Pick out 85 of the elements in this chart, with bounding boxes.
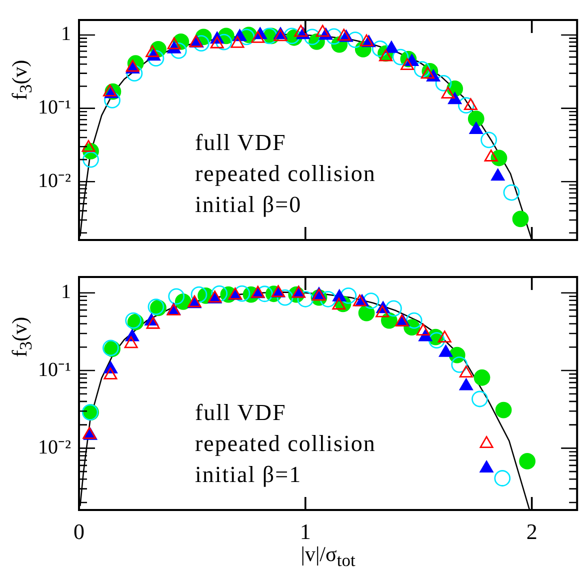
- point: [146, 45, 160, 58]
- point: [193, 35, 210, 52]
- point: [326, 28, 342, 45]
- point: [297, 290, 314, 308]
- point: [458, 97, 474, 114]
- annotation: full VDF: [195, 130, 286, 155]
- point: [503, 184, 520, 201]
- point: [230, 36, 244, 48]
- point: [439, 344, 453, 357]
- point: [472, 390, 488, 408]
- point: [352, 294, 367, 306]
- y-tick-label: 10⁻¹: [38, 358, 71, 381]
- annotation: repeated collision: [195, 431, 376, 456]
- annotation: full VDF: [195, 400, 286, 425]
- point: [104, 368, 118, 380]
- point: [435, 74, 452, 92]
- x-tick-label: 0: [74, 518, 84, 544]
- point: [416, 324, 430, 336]
- point: [441, 86, 455, 99]
- x-tick-label: 2: [526, 518, 538, 544]
- point: [126, 65, 143, 82]
- point: [167, 37, 181, 50]
- point: [428, 332, 445, 348]
- point: [474, 369, 490, 386]
- point: [347, 32, 364, 48]
- annotation: initial β=1: [195, 462, 302, 487]
- point: [211, 285, 228, 302]
- point: [168, 288, 185, 305]
- point: [340, 287, 357, 304]
- point: [376, 305, 390, 318]
- point: [372, 40, 388, 57]
- point: [216, 34, 232, 50]
- point: [148, 50, 164, 67]
- y-tick-label: 1: [61, 281, 71, 304]
- point: [480, 460, 494, 473]
- point: [276, 289, 294, 306]
- point: [210, 36, 224, 48]
- y-tick-label: 10⁻¹: [38, 96, 71, 119]
- annotation: initial β=0: [195, 192, 302, 217]
- point: [251, 30, 265, 43]
- point: [468, 110, 484, 127]
- point: [316, 24, 330, 37]
- point: [438, 330, 452, 342]
- point: [332, 298, 346, 310]
- point: [146, 316, 160, 329]
- point: [494, 470, 511, 486]
- point: [384, 40, 398, 53]
- point: [170, 42, 187, 59]
- point: [448, 92, 462, 104]
- point: [495, 402, 512, 418]
- point: [459, 378, 473, 390]
- point: [480, 436, 494, 448]
- point: [400, 58, 414, 70]
- x-tick-label: 1: [300, 518, 311, 544]
- point: [406, 312, 422, 329]
- point: [320, 290, 336, 308]
- point: [491, 168, 505, 181]
- point: [190, 286, 208, 303]
- point: [379, 49, 393, 62]
- point: [464, 98, 478, 110]
- point: [480, 132, 497, 148]
- point: [358, 304, 375, 322]
- point: [104, 92, 120, 108]
- point: [519, 452, 536, 470]
- point: [451, 356, 468, 373]
- point: [420, 66, 434, 79]
- point: [304, 28, 320, 46]
- y-tick-label: 10⁻²: [38, 170, 71, 192]
- point: [414, 61, 430, 78]
- point: [512, 210, 529, 228]
- y-tick-label: 1: [61, 23, 71, 46]
- y-tick-label: 10⁻²: [38, 436, 71, 458]
- point: [469, 122, 483, 134]
- x-axis-title: |v|/σ$_{tot}$: [300, 542, 356, 572]
- point: [392, 48, 409, 66]
- point: [82, 140, 96, 152]
- point: [256, 286, 273, 302]
- point: [484, 150, 498, 162]
- point: [82, 151, 99, 168]
- annotation: repeated collision: [195, 161, 376, 186]
- point: [386, 300, 402, 317]
- point: [294, 24, 308, 37]
- point: [459, 366, 473, 378]
- point: [124, 336, 138, 348]
- point: [360, 34, 374, 46]
